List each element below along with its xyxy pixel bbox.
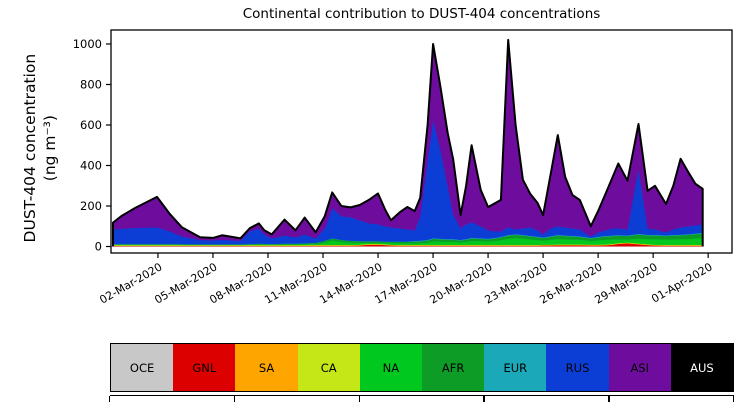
legend-entry-ca: CA bbox=[298, 344, 360, 391]
cropped-panel-tick bbox=[733, 396, 734, 402]
x-tick-label: 01-Apr-2020 bbox=[649, 260, 714, 305]
y-tick-label: 0 bbox=[95, 240, 102, 254]
y-axis-label: DUST-404 concentration (ng m⁻³) bbox=[20, 18, 60, 278]
chart-title: Continental contribution to DUST-404 con… bbox=[111, 6, 732, 22]
y-tick-label: 1000 bbox=[73, 37, 102, 51]
legend-entry-gnl: GNL bbox=[173, 344, 235, 391]
cropped-panel-tick bbox=[234, 396, 235, 402]
legend-entry-aus: AUS bbox=[671, 344, 733, 391]
x-tick-label: 29-Mar-2020 bbox=[593, 260, 660, 306]
cropped-panel-tick bbox=[483, 396, 484, 402]
y-tick-label: 800 bbox=[80, 77, 102, 91]
y-tick-label: 600 bbox=[80, 118, 102, 132]
cropped-panel-tick bbox=[109, 396, 110, 402]
legend-entry-afr: AFR bbox=[422, 344, 484, 391]
legend-entry-asi: ASI bbox=[609, 344, 671, 391]
area-layer-asi bbox=[113, 40, 703, 241]
y-axis-label-line2: (ng m⁻³) bbox=[40, 18, 60, 278]
y-tick-label: 200 bbox=[80, 199, 102, 213]
legend-entry-rus: RUS bbox=[546, 344, 608, 391]
cropped-panel-tick bbox=[359, 396, 360, 402]
legend-entry-sa: SA bbox=[235, 344, 297, 391]
legend-entry-oce: OCE bbox=[111, 344, 173, 391]
legend-entry-na: NA bbox=[360, 344, 422, 391]
y-axis-label-line1: DUST-404 concentration bbox=[20, 18, 40, 278]
legend-entry-eur: EUR bbox=[484, 344, 546, 391]
y-tick-label: 400 bbox=[80, 159, 102, 173]
cropped-panel-tick bbox=[608, 396, 609, 402]
stacked-area-chart: 0200400600800100002-Mar-202005-Mar-20200… bbox=[0, 0, 739, 340]
